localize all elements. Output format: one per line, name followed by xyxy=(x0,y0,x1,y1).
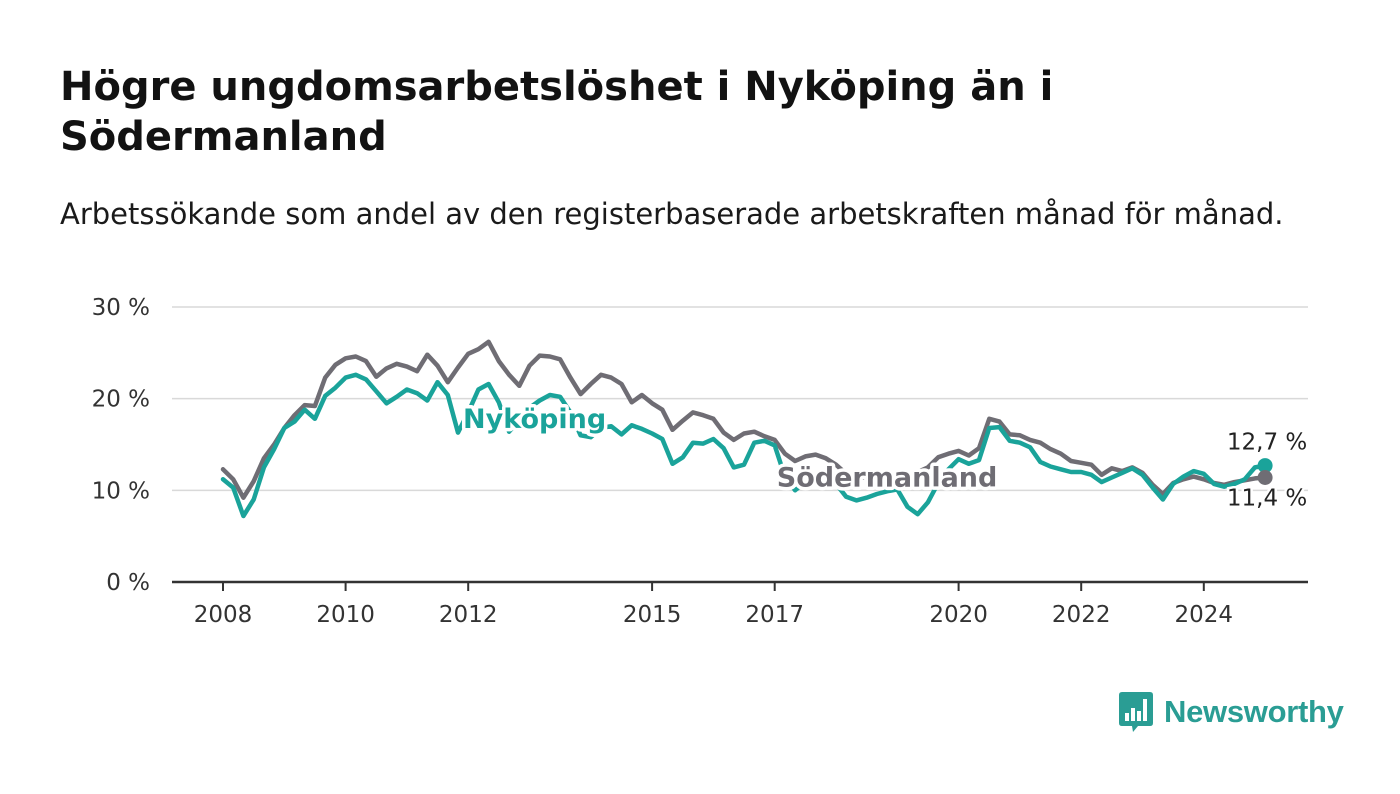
end-value-label: 12,7 % xyxy=(1227,430,1307,456)
x-tick-label: 2008 xyxy=(194,602,253,628)
logo-text: Newsworthy xyxy=(1164,694,1344,729)
x-tick-label: 2010 xyxy=(316,602,375,628)
y-tick-label: 20 % xyxy=(92,387,150,413)
bar-chart-bubble-icon xyxy=(1119,692,1153,732)
end-marker xyxy=(1257,470,1273,485)
y-tick-label: 10 % xyxy=(92,478,150,504)
series-label: Nyköping xyxy=(463,404,606,435)
x-tick-label: 2012 xyxy=(439,602,498,628)
series-labels: Nyköping Södermanland xyxy=(460,400,1001,497)
chart-title: Högre ungdomsarbetslöshet i Nyköping än … xyxy=(60,64,1054,160)
end-marker xyxy=(1257,458,1273,474)
x-tick-label: 2024 xyxy=(1175,602,1234,628)
series-line-södermanland xyxy=(220,339,1268,500)
chart-subtitle: Arbetssökande som andel av den registerb… xyxy=(60,197,1284,231)
y-tick-label: 30 % xyxy=(92,295,150,321)
x-tick-label: 2022 xyxy=(1052,602,1111,628)
series-line-nyköping xyxy=(220,372,1268,519)
y-axis-ticks: 0 % 10 % 20 % 30 % xyxy=(92,295,150,596)
end-value-label: 11,4 % xyxy=(1227,486,1307,512)
grid-lines xyxy=(172,306,1308,584)
x-tick-label: 2015 xyxy=(623,602,682,628)
y-tick-label: 0 % xyxy=(106,570,150,596)
x-tick-label: 2017 xyxy=(745,602,804,628)
series-lines xyxy=(220,339,1268,519)
newsworthy-logo: Newsworthy xyxy=(1118,690,1344,734)
x-tick-label: 2020 xyxy=(929,602,988,628)
x-axis-ticks: 2008 2010 2012 2015 2017 2020 2022 2024 xyxy=(194,582,1233,628)
series-end-markers: 12,7 % 11,4 % xyxy=(1224,427,1309,514)
series-label: Södermanland xyxy=(777,463,998,494)
